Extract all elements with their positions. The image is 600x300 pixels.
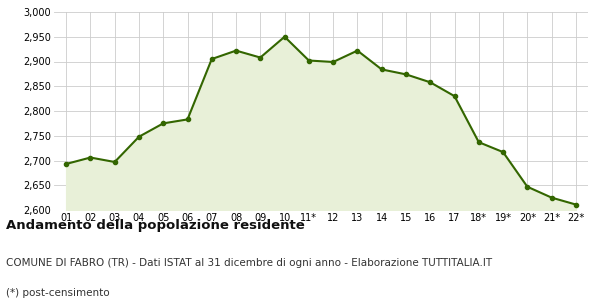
Text: (*) post-censimento: (*) post-censimento	[6, 288, 110, 298]
Text: COMUNE DI FABRO (TR) - Dati ISTAT al 31 dicembre di ogni anno - Elaborazione TUT: COMUNE DI FABRO (TR) - Dati ISTAT al 31 …	[6, 258, 492, 268]
Text: Andamento della popolazione residente: Andamento della popolazione residente	[6, 219, 305, 232]
